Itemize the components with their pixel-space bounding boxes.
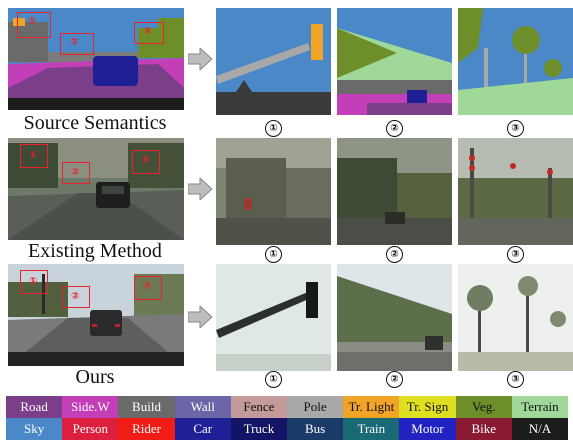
region-label-1c: ① bbox=[29, 276, 38, 287]
legend-item-wall: Wall bbox=[174, 396, 231, 418]
region-box-2c bbox=[62, 286, 90, 308]
legend-item-bus: Bus bbox=[287, 418, 344, 440]
ours-crop-3 bbox=[458, 264, 573, 371]
region-label-3: ③ bbox=[143, 26, 152, 37]
crop-number-1-3: ③ bbox=[458, 119, 573, 137]
source-crop-3 bbox=[458, 8, 573, 115]
legend-item-road: Road bbox=[6, 396, 63, 418]
crop-number-2-1: ① bbox=[216, 245, 331, 263]
region-label-2: ② bbox=[70, 37, 79, 48]
crop-number-1-1: ① bbox=[216, 119, 331, 137]
legend-item-fence: Fence bbox=[230, 396, 288, 418]
region-label-1b: ① bbox=[29, 150, 38, 161]
class-color-legend: Road Side.W Build Wall Fence Pole Tr. Light Tr.… bbox=[6, 396, 569, 440]
existing-crop-2 bbox=[337, 138, 452, 245]
existing-crop-1 bbox=[216, 138, 331, 245]
legend-item-person: Person bbox=[62, 418, 119, 440]
legend-item-truck: Truck bbox=[230, 418, 288, 440]
region-box-3c bbox=[134, 276, 162, 300]
region-box-1b bbox=[20, 144, 48, 168]
legend-item-tr-sign: Tr. Sign bbox=[399, 396, 456, 418]
legend-item-tr-light: Tr. Light bbox=[343, 396, 400, 418]
legend-item-build: Build bbox=[118, 396, 175, 418]
region-box-3b bbox=[132, 150, 160, 174]
crop-number-3-3: ③ bbox=[458, 370, 573, 388]
crop-number-3-2: ② bbox=[337, 370, 452, 388]
source-crop-2 bbox=[337, 8, 452, 115]
legend-row-1: Road Side.W Build Wall Fence Pole Tr. Light Tr.… bbox=[6, 396, 569, 418]
region-box-3 bbox=[134, 22, 164, 44]
region-box-2 bbox=[60, 33, 94, 55]
region-box-1 bbox=[17, 12, 51, 38]
arrow-icon bbox=[188, 306, 212, 328]
legend-row-2: Sky Person Rider Car Truck Bus Train Motor Bike N… bbox=[6, 418, 569, 440]
crop-number-3-1: ① bbox=[216, 370, 331, 388]
legend-item-bike: Bike bbox=[455, 418, 512, 440]
legend-item-n-a: N/A bbox=[511, 418, 569, 440]
crop-number-2-2: ② bbox=[337, 245, 452, 263]
region-label-3c: ③ bbox=[143, 281, 152, 292]
ours-crop-1 bbox=[216, 264, 331, 371]
region-box-1c bbox=[20, 270, 48, 294]
row-label-ours: Ours bbox=[75, 366, 115, 388]
region-label-3b: ③ bbox=[141, 155, 150, 166]
region-label-2b: ② bbox=[71, 167, 80, 178]
crop-number-1-2: ② bbox=[337, 119, 452, 137]
ours-image bbox=[8, 264, 184, 366]
row-label-source: Source Semantics bbox=[23, 112, 167, 134]
region-label-2c: ② bbox=[71, 291, 80, 302]
legend-item-veg: Veg. bbox=[455, 396, 512, 418]
legend-item-motor: Motor bbox=[399, 418, 456, 440]
legend-item-pole: Pole bbox=[287, 396, 344, 418]
legend-item-side-w: Side.W bbox=[62, 396, 119, 418]
legend-item-train: Train bbox=[343, 418, 400, 440]
crop-number-2-3: ③ bbox=[458, 245, 573, 263]
arrow-icon bbox=[188, 48, 212, 70]
region-box-2b bbox=[62, 162, 90, 184]
existing-crop-3 bbox=[458, 138, 573, 245]
source-semantic-map bbox=[8, 8, 184, 110]
row-label-existing: Existing Method bbox=[28, 240, 162, 262]
source-crop-1 bbox=[216, 8, 331, 115]
legend-item-terrain: Terrain bbox=[511, 396, 569, 418]
ours-crop-2 bbox=[337, 264, 452, 371]
legend-item-sky: Sky bbox=[6, 418, 63, 440]
legend-item-rider: Rider bbox=[118, 418, 175, 440]
legend-item-car: Car bbox=[174, 418, 231, 440]
arrow-icon bbox=[188, 178, 212, 200]
region-label-1: ① bbox=[28, 16, 37, 27]
existing-method-image bbox=[8, 138, 184, 240]
